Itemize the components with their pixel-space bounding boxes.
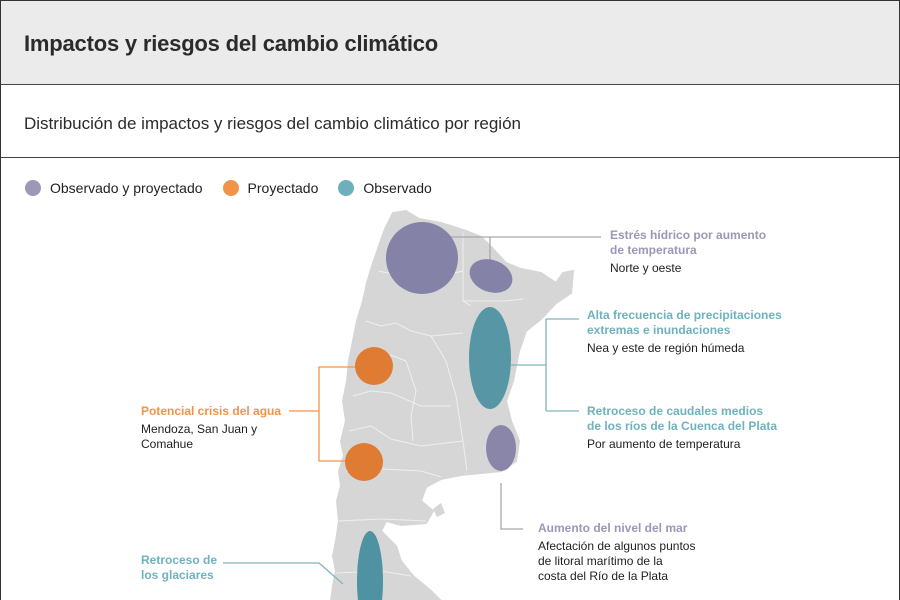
page-header: Impactos y riesgos del cambio climático	[1, 1, 899, 85]
bubble-noreste	[469, 259, 513, 293]
legend-dot-orange-icon	[222, 180, 239, 196]
legend-label: Observado y proyectado	[50, 180, 203, 196]
annotation-desc: Comahue	[141, 437, 194, 451]
annotation-estres-hidrico: Estrés hídrico por aumento de temperatur…	[610, 228, 766, 276]
annotation-title: extremas e inundaciones	[587, 323, 731, 337]
bubble-mendoza	[355, 347, 393, 385]
legend: Observado y proyectado Proyectado Observ…	[25, 180, 452, 196]
annotation-title: Retroceso de	[141, 553, 218, 567]
annotation-title: Retroceso de caudales medios	[587, 404, 764, 418]
bubble-rio-plata	[486, 425, 516, 471]
annotation-title: de temperatura	[610, 243, 697, 257]
annotation-crisis-agua: Potencial crisis del agua Mendoza, San J…	[141, 404, 281, 452]
argentina-map	[223, 209, 601, 600]
country-shape	[330, 209, 575, 600]
legend-item-projected: Proyectado	[222, 180, 319, 196]
bubble-glaciares	[357, 531, 383, 600]
annotation-desc: Norte y oeste	[610, 261, 682, 275]
legend-item-observed: Observado	[338, 180, 432, 196]
legend-label: Proyectado	[247, 180, 319, 196]
annotation-title: Potencial crisis del agua	[141, 404, 282, 418]
annotation-title: Aumento del nivel del mar	[538, 521, 688, 535]
annotation-desc: Nea y este de región húmeda	[587, 341, 745, 355]
bubble-norte-oeste	[386, 222, 458, 294]
annotation-precipitaciones: Alta frecuencia de precipitaciones extre…	[587, 308, 782, 356]
page-title: Impactos y riesgos del cambio climático	[24, 31, 439, 56]
bubble-nea	[469, 307, 511, 409]
bubble-comahue	[345, 443, 383, 481]
island-shape	[433, 503, 445, 517]
annotation-caudales: Retroceso de caudales medios de los ríos…	[587, 404, 777, 452]
annotation-glaciares: Retroceso de los glaciares	[141, 553, 217, 583]
annotation-desc: Afectación de algunos puntos	[538, 539, 696, 553]
annotation-desc: de litoral marítimo de la	[538, 554, 663, 568]
annotation-nivel-mar: Aumento del nivel del mar Afectación de …	[538, 521, 695, 584]
annotation-title: Alta frecuencia de precipitaciones	[587, 308, 782, 322]
map-land	[330, 209, 575, 600]
annotation-desc: Mendoza, San Juan y	[141, 422, 258, 436]
annotation-title: de los ríos de la Cuenca del Plata	[587, 419, 778, 433]
legend-label: Observado	[363, 180, 432, 196]
legend-item-observed-projected: Observado y proyectado	[25, 180, 203, 196]
legend-dot-purple-icon	[25, 180, 41, 196]
annotation-title: Estrés hídrico por aumento	[610, 228, 767, 242]
chart-subheader: Distribución de impactos y riesgos del c…	[1, 85, 899, 158]
annotation-desc: Por aumento de temperatura	[587, 437, 741, 451]
legend-dot-teal-icon	[338, 180, 355, 196]
chart-title: Distribución de impactos y riesgos del c…	[24, 114, 521, 133]
annotation-desc: costa del Río de la Plata	[538, 569, 669, 583]
connector-lines	[223, 236, 601, 585]
annotation-title: los glaciares	[141, 568, 214, 582]
